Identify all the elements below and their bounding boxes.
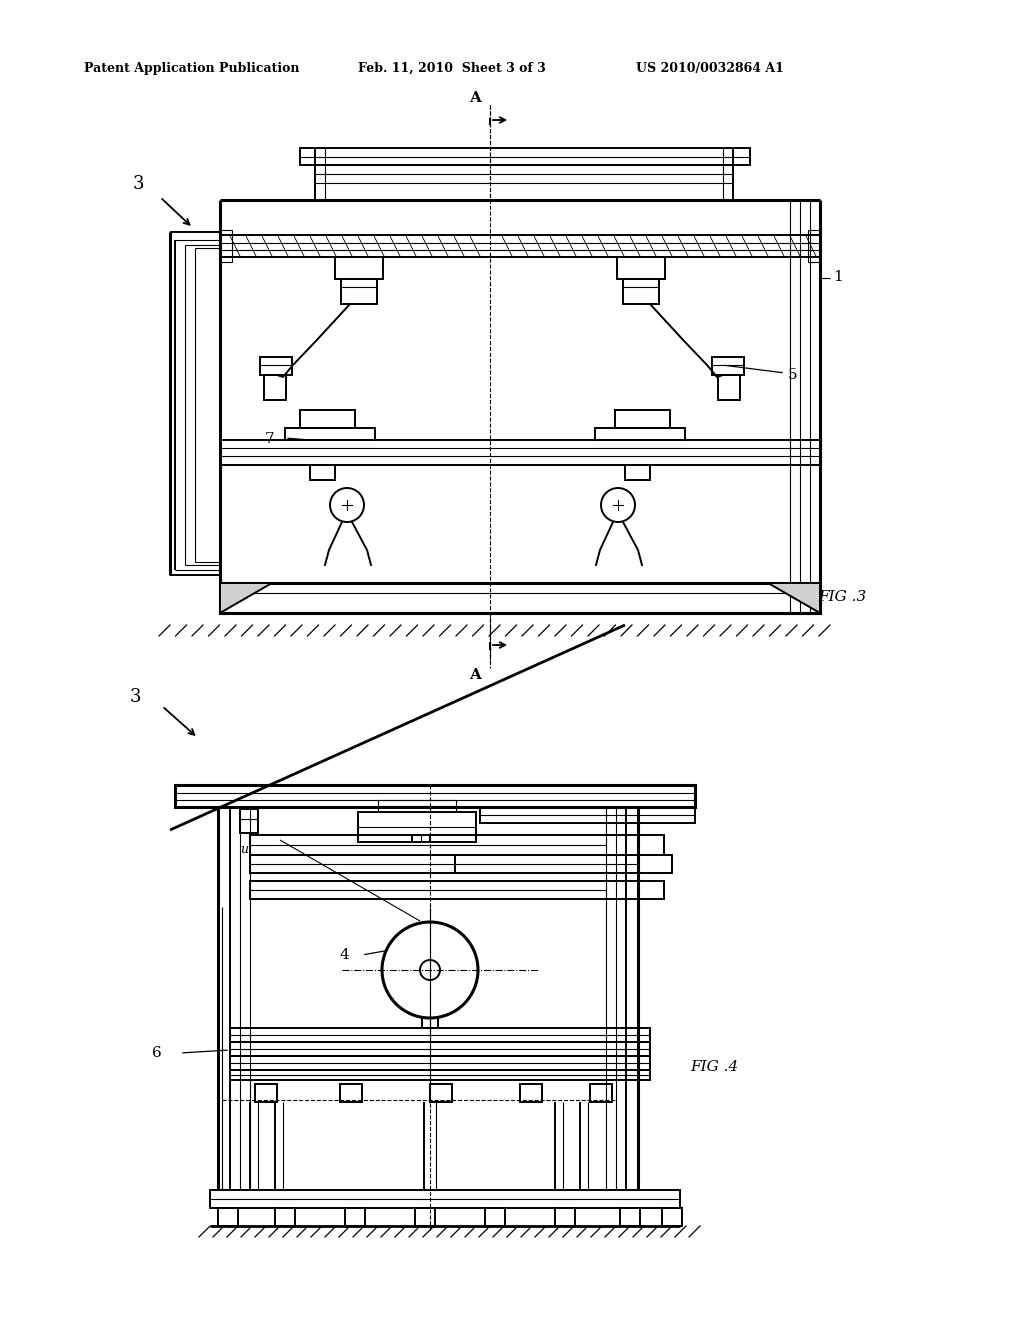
Bar bbox=[220, 235, 820, 257]
Bar bbox=[220, 583, 820, 612]
Bar bbox=[625, 465, 650, 480]
Bar bbox=[230, 1071, 650, 1080]
Text: 4: 4 bbox=[340, 948, 350, 962]
Bar bbox=[623, 279, 659, 304]
Bar bbox=[230, 1056, 650, 1071]
Bar bbox=[250, 855, 455, 873]
Text: Feb. 11, 2010  Sheet 3 of 3: Feb. 11, 2010 Sheet 3 of 3 bbox=[358, 62, 546, 75]
Bar bbox=[422, 1018, 438, 1028]
Bar bbox=[358, 812, 476, 842]
Bar bbox=[718, 375, 740, 400]
Text: FIG .3: FIG .3 bbox=[818, 590, 866, 605]
Bar bbox=[264, 375, 286, 400]
Bar bbox=[590, 1084, 612, 1102]
Bar bbox=[415, 1208, 435, 1226]
Text: 1: 1 bbox=[833, 271, 843, 284]
Bar bbox=[315, 165, 733, 201]
Bar bbox=[210, 1191, 680, 1208]
Text: A: A bbox=[469, 91, 481, 106]
Bar bbox=[340, 1084, 362, 1102]
Bar bbox=[275, 1208, 295, 1226]
Bar bbox=[430, 1084, 452, 1102]
Bar bbox=[230, 1028, 650, 1041]
Bar bbox=[378, 800, 456, 812]
Polygon shape bbox=[220, 583, 272, 612]
Bar bbox=[595, 428, 685, 440]
Text: 3: 3 bbox=[130, 688, 141, 706]
Bar bbox=[175, 785, 695, 807]
Text: 6: 6 bbox=[152, 1045, 162, 1060]
Bar bbox=[615, 411, 670, 428]
Bar bbox=[485, 1208, 505, 1226]
Text: u: u bbox=[240, 843, 248, 855]
Bar bbox=[808, 230, 820, 261]
Bar bbox=[617, 257, 665, 279]
Bar bbox=[620, 1208, 640, 1226]
Bar bbox=[230, 1041, 650, 1056]
Text: FIG .4: FIG .4 bbox=[690, 1060, 738, 1074]
Polygon shape bbox=[768, 583, 820, 612]
Text: US 2010/0032864 A1: US 2010/0032864 A1 bbox=[636, 62, 784, 75]
Bar bbox=[260, 356, 292, 375]
Bar bbox=[345, 1208, 365, 1226]
Bar bbox=[218, 1208, 238, 1226]
Bar bbox=[220, 440, 820, 465]
Bar bbox=[555, 1208, 575, 1226]
Text: 3: 3 bbox=[133, 176, 144, 193]
Text: 7: 7 bbox=[265, 432, 274, 446]
Bar bbox=[480, 807, 695, 822]
Bar bbox=[455, 855, 672, 873]
Bar bbox=[285, 428, 375, 440]
Bar bbox=[255, 1084, 278, 1102]
Bar bbox=[662, 1208, 682, 1226]
Bar bbox=[250, 880, 664, 899]
Text: Patent Application Publication: Patent Application Publication bbox=[84, 62, 299, 75]
Bar bbox=[300, 148, 750, 165]
Bar bbox=[310, 465, 335, 480]
Bar bbox=[335, 257, 383, 279]
Text: 5: 5 bbox=[788, 368, 798, 381]
Text: A: A bbox=[469, 668, 481, 682]
Bar bbox=[712, 356, 744, 375]
Bar bbox=[341, 279, 377, 304]
Bar bbox=[240, 809, 258, 833]
Bar bbox=[520, 1084, 542, 1102]
Bar bbox=[220, 230, 232, 261]
Bar bbox=[300, 411, 355, 428]
Bar bbox=[412, 836, 430, 842]
Bar bbox=[250, 836, 664, 855]
